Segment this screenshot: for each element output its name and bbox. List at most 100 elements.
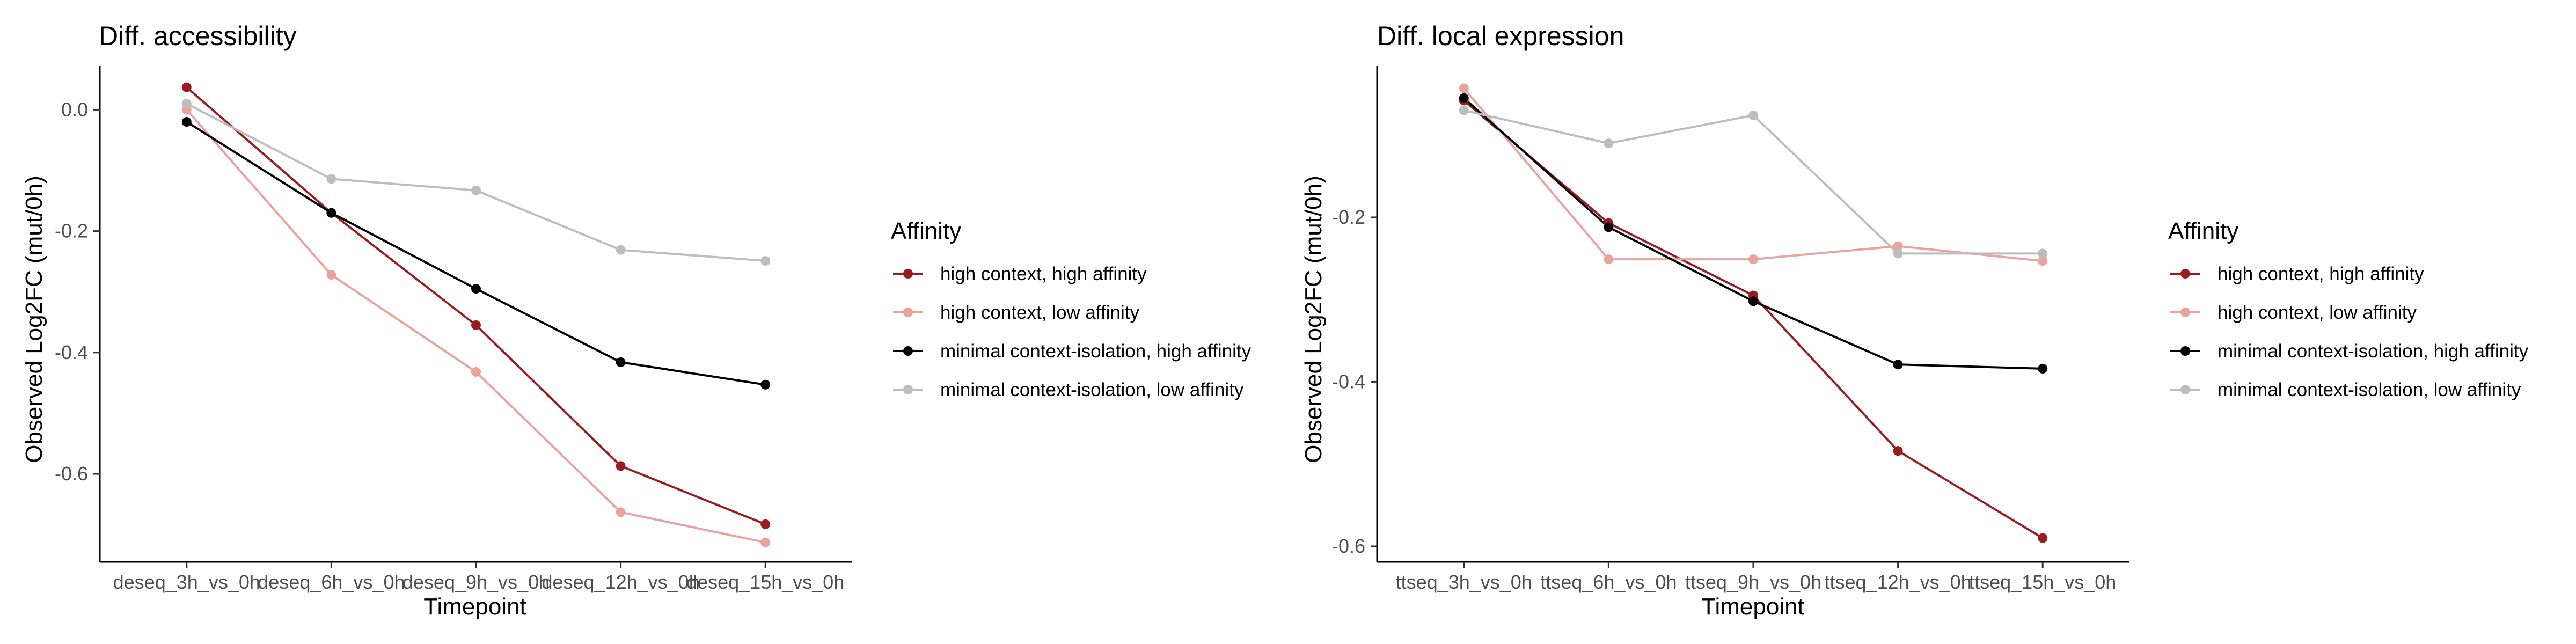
data-point (760, 256, 771, 266)
y-ticks: 0.0 -0.2 -0.4 -0.6 (55, 98, 100, 485)
legend: Affinity high context, high affinity hig… (2168, 218, 2529, 400)
y-tick-label: -0.4 (1332, 370, 1365, 392)
legend-item: minimal context-isolation, low affinity (893, 379, 1244, 400)
legend-item: high context, high affinity (2170, 264, 2424, 284)
x-tick-label: ttseq_12h_vs_0h (1825, 571, 1972, 593)
data-point (1604, 222, 1614, 232)
x-tick-label: ttseq_9h_vs_0h (1685, 571, 1821, 593)
legend-label: minimal context-isolation, high affinity (2218, 341, 2529, 362)
legend-title: Affinity (2168, 218, 2238, 244)
x-tick-label: ttseq_3h_vs_0h (1396, 571, 1532, 593)
legend-key-point (2180, 346, 2190, 356)
legend-label: high context, low affinity (940, 302, 1139, 323)
y-tick-label: -0.2 (1332, 206, 1365, 228)
data-point (616, 507, 626, 517)
data-point (760, 379, 771, 390)
y-tick-label: 0.0 (61, 98, 88, 120)
legend-label: minimal context-isolation, low affinity (940, 379, 1244, 400)
data-point (326, 174, 336, 184)
panel-accessibility: Diff. accessibility Observed Log2FC (mut… (21, 21, 1252, 620)
x-tick-label: deseq_15h_vs_0h (686, 571, 844, 593)
x-tick-label: ttseq_15h_vs_0h (1969, 571, 2116, 593)
legend-key-point (2180, 269, 2190, 279)
data-point (616, 357, 626, 367)
data-point (2038, 533, 2048, 543)
legend-label: minimal context-isolation, low affinity (2218, 379, 2521, 400)
y-axis-title: Observed Log2FC (mut/0h) (1300, 175, 1327, 463)
series-line-3 (1463, 97, 2043, 370)
legend-key-point (2180, 308, 2190, 317)
legend-label: high context, high affinity (2218, 264, 2424, 284)
legend-key-point (2180, 385, 2190, 394)
y-ticks: -0.2 -0.4 -0.6 (1332, 206, 1377, 557)
legend-title: Affinity (891, 218, 961, 244)
data-point (2038, 363, 2048, 374)
data-point (1604, 254, 1614, 265)
data-point (1748, 296, 1758, 306)
data-point (471, 284, 481, 294)
legend-item: high context, low affinity (2170, 302, 2417, 323)
x-ticks: deseq_3h_vs_0h deseq_6h_vs_0h deseq_9h_v… (113, 562, 844, 593)
chart-title: Diff. accessibility (99, 21, 297, 51)
x-ticks: ttseq_3h_vs_0h ttseq_6h_vs_0h ttseq_9h_v… (1396, 562, 2116, 593)
x-axis-title: Timepoint (1701, 594, 1804, 620)
x-tick-label: deseq_6h_vs_0h (258, 571, 405, 593)
series-line-1 (1463, 99, 2044, 539)
x-tick-label: deseq_12h_vs_0h (541, 571, 699, 593)
data-point (1748, 254, 1758, 265)
series-line-4 (1463, 109, 2043, 255)
legend-key-point (903, 308, 913, 317)
data-point (1748, 110, 1758, 120)
x-axis-title: Timepoint (423, 594, 526, 620)
data-point (326, 208, 336, 218)
data-point (1459, 105, 1469, 115)
data-point (1893, 446, 1903, 456)
x-tick-label: ttseq_6h_vs_0h (1540, 571, 1677, 593)
y-tick-label: -0.2 (55, 220, 88, 242)
y-axis-title: Observed Log2FC (mut/0h) (21, 175, 47, 463)
data-point (2038, 248, 2048, 259)
legend-key-point (903, 269, 913, 279)
data-point (1459, 83, 1469, 93)
data-point (1459, 93, 1469, 103)
data-point (326, 270, 336, 280)
x-tick-label: deseq_3h_vs_0h (113, 571, 260, 593)
chart-title: Diff. local expression (1377, 21, 1624, 51)
legend-key-point (903, 346, 913, 356)
legend-item: minimal context-isolation, low affinity (2170, 379, 2521, 400)
data-point (181, 117, 192, 127)
series-line-4 (186, 103, 766, 262)
legend-label: high context, high affinity (940, 264, 1147, 284)
data-point (760, 537, 771, 547)
plot-series (1459, 83, 2048, 543)
legend-item: high context, high affinity (893, 264, 1147, 284)
series-line-1 (186, 86, 766, 525)
plot-series (181, 82, 771, 547)
legend: Affinity high context, high affinity hig… (891, 218, 1252, 400)
data-point (1893, 241, 1903, 251)
data-point (1604, 138, 1614, 149)
data-point (616, 461, 626, 471)
legend-label: high context, low affinity (2218, 302, 2417, 323)
panel-local-expression: Diff. local expression Observed Log2FC (… (1300, 21, 2529, 620)
legend-item: high context, low affinity (893, 302, 1139, 323)
legend-item: minimal context-isolation, high affinity (2170, 341, 2529, 362)
legend-key-point (903, 385, 913, 394)
data-point (1893, 360, 1903, 370)
data-point (471, 367, 481, 377)
data-point (1893, 248, 1903, 259)
data-point (471, 185, 481, 195)
legend-label: minimal context-isolation, high affinity (940, 341, 1252, 362)
y-tick-label: -0.6 (55, 463, 88, 485)
y-tick-label: -0.4 (55, 341, 88, 363)
legend-item: minimal context-isolation, high affinity (893, 341, 1252, 362)
data-point (616, 245, 626, 255)
x-tick-label: deseq_9h_vs_0h (402, 571, 550, 593)
data-point (471, 320, 481, 330)
data-point (760, 519, 771, 529)
data-point (181, 82, 192, 92)
data-point (181, 99, 192, 109)
data-point (2038, 256, 2048, 266)
y-tick-label: -0.6 (1332, 535, 1365, 557)
